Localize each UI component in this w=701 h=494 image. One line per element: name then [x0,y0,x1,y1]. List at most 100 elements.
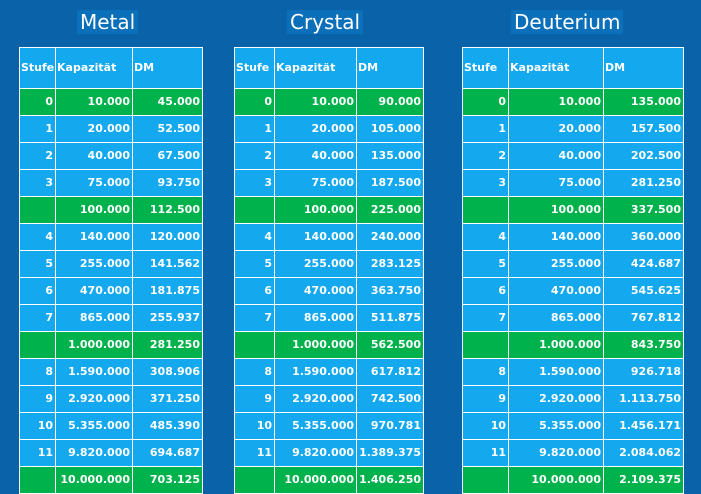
table-row: 4 140.000 120.000 [19,223,203,251]
stufe-cell: 10 [234,412,275,440]
dm-cell: 90.000 [356,88,424,116]
dm-cell: 337.500 [603,196,684,224]
stufe-cell [234,196,275,224]
table-row: 100.000 337.500 [462,196,684,224]
dm-cell: 135.000 [603,88,684,116]
dm-cell: 970.781 [356,412,424,440]
stufe-cell: 9 [19,385,56,413]
dm-cell: 112.500 [132,196,203,224]
dm-cell: 545.625 [603,277,684,305]
table-row: 2 40.000 67.500 [19,142,203,170]
dm-cell: 371.250 [132,385,203,413]
table-row: 11 9.820.000 2.084.062 [462,439,684,467]
dm-cell: 120.000 [132,223,203,251]
table-row: 6 470.000 363.750 [234,277,424,305]
kapazitaet-cell: 1.000.000 [55,331,133,359]
header-stufe: Stufe [462,47,509,89]
dm-cell: 2.109.375 [603,466,684,494]
dm-cell: 255.937 [132,304,203,332]
header-stufe: Stufe [19,47,56,89]
table-row: 100.000 112.500 [19,196,203,224]
dm-cell: 1.456.171 [603,412,684,440]
dm-cell: 281.250 [132,331,203,359]
metal-table: Stufe Kapazität DM 0 10.000 45.000 1 20.000 5… [19,47,203,494]
kapazitaet-cell: 10.000 [508,88,604,116]
stufe-cell: 11 [19,439,56,467]
kapazitaet-cell: 40.000 [508,142,604,170]
stufe-cell: 4 [234,223,275,251]
dm-cell: 703.125 [132,466,203,494]
stufe-cell [234,331,275,359]
table-row: 10 5.355.000 1.456.171 [462,412,684,440]
kapazitaet-cell: 2.920.000 [274,385,357,413]
kapazitaet-cell: 10.000 [55,88,133,116]
dm-cell: 45.000 [132,88,203,116]
stufe-cell: 4 [462,223,509,251]
metal-table-body: 0 10.000 45.000 1 20.000 52.500 2 40.000 67.500 3… [19,88,203,494]
table-row: 0 10.000 135.000 [462,88,684,116]
dm-cell: 1.113.750 [603,385,684,413]
stufe-cell: 8 [19,358,56,386]
dm-cell: 93.750 [132,169,203,197]
table-row: 0 10.000 45.000 [19,88,203,116]
kapazitaet-cell: 5.355.000 [55,412,133,440]
dm-cell: 360.000 [603,223,684,251]
table-row: 4 140.000 240.000 [234,223,424,251]
stufe-cell [19,466,56,494]
kapazitaet-cell: 865.000 [55,304,133,332]
dm-cell: 2.084.062 [603,439,684,467]
dm-cell: 843.750 [603,331,684,359]
stufe-cell: 11 [462,439,509,467]
kapazitaet-cell: 10.000 [274,88,357,116]
header-stufe: Stufe [234,47,275,89]
stufe-cell: 2 [234,142,275,170]
stufe-cell: 3 [19,169,56,197]
dm-cell: 694.687 [132,439,203,467]
kapazitaet-cell: 9.820.000 [55,439,133,467]
crystal-table: Stufe Kapazität DM 0 10.000 90.000 1 20.000 1… [234,47,424,494]
kapazitaet-cell: 1.590.000 [274,358,357,386]
table-row: 1.000.000 843.750 [462,331,684,359]
table-row: 2 40.000 202.500 [462,142,684,170]
header-dm: DM [132,47,203,89]
stufe-cell: 7 [19,304,56,332]
dm-cell: 67.500 [132,142,203,170]
crystal-title: Crystal [287,10,364,34]
table-row: 9 2.920.000 371.250 [19,385,203,413]
kapazitaet-cell: 255.000 [55,250,133,278]
stufe-cell: 9 [462,385,509,413]
kapazitaet-cell: 1.000.000 [508,331,604,359]
table-row: 7 865.000 511.875 [234,304,424,332]
table-row: 1 20.000 52.500 [19,115,203,143]
deuterium-table-body: 0 10.000 135.000 1 20.000 157.500 2 40.000 202.5… [462,88,684,494]
header-kapazitaet: Kapazität [508,47,604,89]
kapazitaet-cell: 2.920.000 [508,385,604,413]
dm-cell: 617.812 [356,358,424,386]
dm-cell: 485.390 [132,412,203,440]
table-row: 1.000.000 281.250 [19,331,203,359]
stufe-cell: 1 [234,115,275,143]
kapazitaet-cell: 2.920.000 [55,385,133,413]
dm-cell: 308.906 [132,358,203,386]
table-header-row: Stufe Kapazität DM [19,47,203,89]
kapazitaet-cell: 40.000 [274,142,357,170]
table-row: 1.000.000 562.500 [234,331,424,359]
table-header-row: Stufe Kapazität DM [462,47,684,89]
kapazitaet-cell: 100.000 [274,196,357,224]
kapazitaet-cell: 1.590.000 [508,358,604,386]
kapazitaet-cell: 255.000 [274,250,357,278]
deuterium-table: Stufe Kapazität DM 0 10.000 135.000 1 20.000… [462,47,684,494]
kapazitaet-cell: 75.000 [274,169,357,197]
stufe-cell: 9 [234,385,275,413]
kapazitaet-cell: 9.820.000 [274,439,357,467]
table-row: 9 2.920.000 742.500 [234,385,424,413]
metal-title: Metal [77,10,139,34]
dm-cell: 511.875 [356,304,424,332]
stufe-cell: 4 [19,223,56,251]
table-row: 10 5.355.000 485.390 [19,412,203,440]
dm-cell: 240.000 [356,223,424,251]
kapazitaet-cell: 5.355.000 [274,412,357,440]
table-row: 6 470.000 545.625 [462,277,684,305]
stufe-cell: 2 [462,142,509,170]
kapazitaet-cell: 10.000.000 [55,466,133,494]
